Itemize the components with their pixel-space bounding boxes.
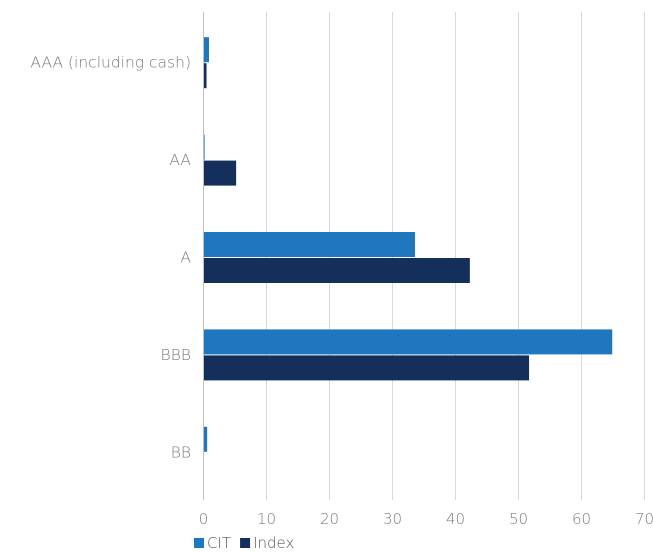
x-tick-label: 50 (509, 510, 528, 528)
x-tick-label: 30 (383, 510, 402, 528)
x-tick-labels: 0 10 20 30 40 50 60 70 (199, 510, 653, 528)
category-label: AAA (including cash) (30, 54, 191, 72)
bar-cit (204, 232, 415, 257)
x-tick-label: 60 (572, 510, 591, 528)
bar-cit (204, 37, 209, 62)
bar-cit (204, 329, 612, 354)
x-tick-label: 20 (320, 510, 339, 528)
category-label: BBB (161, 346, 191, 364)
category-label: A (180, 249, 191, 267)
category-label: AA (169, 151, 191, 169)
legend-swatch (240, 538, 250, 548)
bar-index (204, 63, 207, 88)
x-tick-label: 0 (199, 510, 209, 528)
x-tick-label: 40 (446, 510, 465, 528)
bar-index (204, 161, 236, 186)
legend: CIT Index (194, 534, 294, 552)
legend-label: CIT (207, 534, 231, 552)
x-tick-label: 70 (635, 510, 653, 528)
bars (204, 37, 612, 452)
x-tick-label: 10 (257, 510, 276, 528)
bar-cit (204, 427, 207, 452)
bar-index (204, 258, 470, 283)
category-label: BB (171, 443, 191, 461)
legend-swatch (194, 538, 204, 548)
bar-index (204, 355, 529, 380)
bar-cit (204, 135, 205, 160)
legend-label: Index (253, 534, 294, 552)
